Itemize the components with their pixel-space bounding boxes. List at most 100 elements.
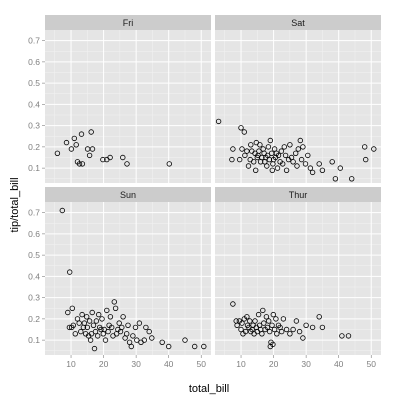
- scatter-point: [245, 163, 252, 169]
- panels-layer: Fri Sat Sun Thur: [45, 15, 381, 355]
- x-tick-label: 50: [367, 359, 377, 369]
- scatter-point: [94, 333, 101, 339]
- scatter-point: [87, 337, 94, 343]
- scatter-point: [290, 326, 296, 333]
- scatter-point: [242, 152, 248, 159]
- scatter-point: [371, 146, 377, 152]
- scatter-point: [132, 324, 139, 331]
- scatter-point: [141, 337, 147, 343]
- scatter-point: [264, 324, 271, 331]
- scatter-point: [102, 337, 109, 343]
- scatter-point: [165, 343, 172, 350]
- scatter-point: [238, 125, 244, 131]
- scatter-point: [143, 324, 149, 331]
- scatter-point: [182, 337, 188, 343]
- scatter-point: [302, 161, 309, 167]
- scatter-point: [88, 331, 95, 337]
- scatter-point: [255, 311, 262, 318]
- scatter-point: [297, 137, 303, 144]
- scatter-point: [229, 156, 235, 163]
- scatter-point: [78, 131, 85, 137]
- scatter-point: [278, 148, 285, 154]
- scatter-point: [256, 148, 262, 154]
- scatter-point: [149, 335, 155, 341]
- scatter-point: [280, 316, 287, 322]
- facet-strip-label-fri: Fri: [123, 18, 134, 28]
- scatter-point: [191, 343, 198, 350]
- facet-panel-sat: Sat: [215, 15, 381, 183]
- scatter-point: [309, 324, 316, 331]
- y-axis-title: tip/total_bill: [9, 177, 21, 232]
- facet-panel-fri: Fri: [45, 15, 211, 183]
- scatter-point: [293, 150, 299, 156]
- x-tick-label: 10: [66, 359, 76, 369]
- scatter-point: [283, 326, 290, 333]
- scatter-point: [89, 146, 96, 152]
- scatter-point: [234, 322, 240, 328]
- scatter-point: [107, 154, 113, 161]
- scatter-point: [282, 152, 289, 159]
- scatter-point: [120, 314, 126, 320]
- x-axis-title: total_bill: [189, 383, 229, 395]
- scatter-point: [349, 176, 355, 182]
- y-tick-label: 0.6: [28, 229, 40, 239]
- scatter-point: [329, 159, 335, 165]
- scatter-point: [316, 161, 322, 167]
- scatter-point: [215, 118, 222, 125]
- y-tick-label: 0.5: [28, 250, 40, 260]
- facet-strip-sat: [215, 15, 381, 30]
- scatter-point: [339, 333, 345, 339]
- scatter-point: [241, 129, 247, 135]
- scatter-point: [270, 341, 276, 348]
- scatter-point: [123, 331, 130, 337]
- scatter-point: [298, 156, 305, 163]
- scatter-point: [269, 167, 275, 173]
- facet-strip-label-sat: Sat: [291, 18, 305, 28]
- y-tick-label: 0.2: [28, 314, 40, 324]
- scatter-point: [345, 333, 352, 339]
- scatter-point: [134, 337, 140, 343]
- scatter-point: [300, 335, 306, 341]
- x-axis-tick-labels: 10 20 30 40 50 10 20 30 40 50: [66, 355, 376, 369]
- scatter-point: [86, 152, 93, 159]
- scatter-point: [290, 159, 296, 165]
- scatter-point: [95, 311, 102, 318]
- scatter-point: [300, 144, 306, 150]
- scatter-point: [274, 331, 280, 337]
- scatter-point: [332, 176, 339, 182]
- scatter-point: [283, 167, 290, 173]
- scatter-point: [259, 154, 265, 161]
- y-tick-label: 0.1: [28, 335, 40, 345]
- scatter-point: [266, 318, 272, 324]
- scatter-point: [239, 320, 245, 326]
- scatter-point: [259, 331, 265, 337]
- facet-strip-fri: [45, 15, 211, 30]
- y-tick-label: 0.2: [28, 142, 40, 152]
- scatter-point: [271, 326, 278, 333]
- scatter-point: [79, 311, 85, 318]
- scatter-point: [201, 343, 207, 350]
- x-tick-label: 10: [236, 359, 246, 369]
- scatter-point: [260, 307, 266, 314]
- facet-strip-sun: [45, 187, 211, 202]
- scatter-point: [78, 328, 84, 335]
- scatter-point: [107, 314, 114, 320]
- scatter-point: [273, 316, 279, 322]
- scatter-point: [363, 156, 369, 163]
- scatter-point: [83, 314, 90, 320]
- scatter-point: [73, 142, 79, 148]
- scatter-point: [269, 322, 275, 328]
- scatter-point: [250, 159, 257, 165]
- scatter-point: [271, 146, 278, 152]
- scatter-point: [59, 207, 65, 214]
- scatter-point: [88, 129, 94, 135]
- y-tick-label: 0.3: [28, 121, 40, 131]
- scatter-point: [124, 161, 130, 167]
- panel-background: [215, 30, 381, 183]
- y-tick-label: 0.4: [28, 99, 40, 109]
- scatter-point: [267, 137, 273, 144]
- scatter-point: [79, 161, 86, 167]
- scatter-point: [287, 142, 293, 148]
- scatter-point: [248, 142, 254, 148]
- scatter-point: [264, 163, 270, 169]
